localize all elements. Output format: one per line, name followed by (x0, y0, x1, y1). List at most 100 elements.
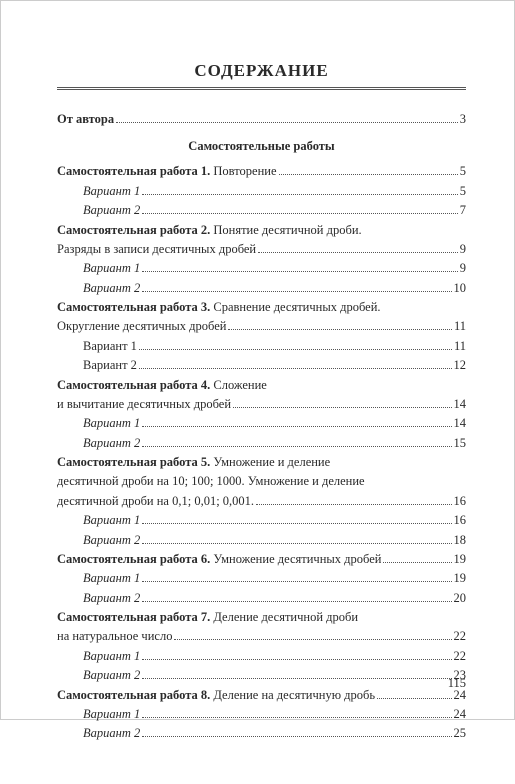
toc-dots (142, 213, 458, 214)
toc-dots (139, 368, 452, 369)
toc-dots (142, 736, 451, 737)
toc-variant: Вариант 1 9 (57, 259, 466, 278)
toc-label: Вариант 2 (83, 724, 140, 743)
toc-page-number: 19 (454, 569, 467, 588)
toc-page-number: 9 (460, 240, 466, 259)
toc-page-number: 16 (454, 511, 467, 530)
toc-page-number: 20 (454, 589, 467, 608)
toc-continuation: Самостоятельная работа 2. Понятие десяти… (57, 221, 466, 240)
toc-body: От автора 3 Самостоятельные работы Самостоя… (57, 110, 466, 744)
toc-dots (142, 446, 451, 447)
toc-entry: Самостоятельная работа 8. Деление на дес… (57, 686, 466, 705)
toc-variant: Вариант 1 14 (57, 414, 466, 433)
toc-label: Вариант 1 (83, 511, 140, 530)
toc-dots (142, 426, 451, 427)
toc-dots (142, 523, 451, 524)
toc-dots (258, 252, 458, 253)
toc-continuation: Самостоятельная работа 3. Сравнение деся… (57, 298, 466, 317)
toc-dots (142, 678, 451, 679)
toc-page-number: 19 (454, 550, 467, 569)
toc-dots (142, 291, 451, 292)
toc-dots (142, 659, 451, 660)
toc-heading: СОДЕРЖАНИЕ (57, 61, 466, 81)
toc-entry: От автора 3 (57, 110, 466, 129)
toc-page-number: 14 (454, 414, 467, 433)
toc-entry: на натуральное число22 (57, 627, 466, 646)
toc-dots (142, 271, 458, 272)
toc-label: Вариант 2 (83, 531, 140, 550)
toc-page-number: 16 (454, 492, 467, 511)
toc-label: Вариант 2 (83, 434, 140, 453)
toc-variant: Вариант 111 (57, 337, 466, 356)
toc-entry: Самостоятельная работа 1. Повторение5 (57, 162, 466, 181)
toc-page-number: 14 (454, 395, 467, 414)
toc-label: и вычитание десятичных дробей (57, 395, 231, 414)
toc-page-number: 11 (454, 317, 466, 336)
toc-dots (142, 601, 451, 602)
toc-label: Самостоятельная работа 6. Умножение деся… (57, 550, 381, 569)
toc-entry: Округление десятичных дробей 11 (57, 317, 466, 336)
page-number: 115 (448, 676, 466, 691)
toc-variant: Вариант 15 (57, 182, 466, 201)
toc-page-number: 9 (460, 259, 466, 278)
toc-variant: Вариант 1 24 (57, 705, 466, 724)
toc-page-number: 22 (454, 647, 467, 666)
toc-dots (142, 581, 451, 582)
toc-page-number: 12 (454, 356, 467, 375)
toc-variant: Вариант 1 22 (57, 647, 466, 666)
section-header: Самостоятельные работы (57, 139, 466, 154)
toc-dots (383, 562, 451, 563)
toc-label: на натуральное число (57, 627, 172, 646)
toc-page-number: 10 (454, 279, 467, 298)
toc-dots (233, 407, 451, 408)
toc-label: Самостоятельная работа 8. Деление на дес… (57, 686, 375, 705)
toc-continuation: Самостоятельная работа 4. Сложение (57, 376, 466, 395)
toc-dots (279, 174, 458, 175)
toc-label: Вариант 2 (83, 356, 137, 375)
heading-rules (57, 87, 466, 90)
toc-label: От автора (57, 110, 114, 129)
toc-page-number: 11 (454, 337, 466, 356)
toc-variant: Вариант 2 10 (57, 279, 466, 298)
toc-variant: Вариант 223 (57, 666, 466, 685)
toc-dots (142, 194, 458, 195)
toc-dots (377, 698, 451, 699)
toc-page-number: 3 (460, 110, 466, 129)
toc-variant: Вариант 1 19 (57, 569, 466, 588)
toc-label: Разряды в записи десятичных дробей (57, 240, 256, 259)
toc-page-number: 24 (454, 705, 467, 724)
toc-label: Самостоятельная работа 1. Повторение (57, 162, 277, 181)
toc-continuation: Самостоятельная работа 7. Деление десяти… (57, 608, 466, 627)
toc-entry: и вычитание десятичных дробей 14 (57, 395, 466, 414)
toc-dots (142, 717, 451, 718)
toc-label: Вариант 1 (83, 259, 140, 278)
toc-label: Вариант 1 (83, 647, 140, 666)
toc-label: Вариант 1 (83, 569, 140, 588)
toc-dots (228, 329, 451, 330)
toc-continuation: десятичной дроби на 10; 100; 1000. Умнож… (57, 472, 466, 491)
toc-label: Вариант 1 (83, 705, 140, 724)
toc-label: Вариант 2 (83, 279, 140, 298)
toc-dots (256, 504, 451, 505)
toc-page-number: 5 (460, 182, 466, 201)
toc-page-number: 7 (460, 201, 466, 220)
toc-continuation: Самостоятельная работа 5. Умножение и де… (57, 453, 466, 472)
toc-dots (174, 639, 451, 640)
toc-entry: Самостоятельная работа 6. Умножение деся… (57, 550, 466, 569)
toc-variant: Вариант 2 20 (57, 589, 466, 608)
toc-page-number: 15 (454, 434, 467, 453)
toc-label: десятичной дроби на 0,1; 0,01; 0,001. (57, 492, 254, 511)
page-container: СОДЕРЖАНИЕ От автора 3 Самостоятельные раб… (1, 1, 514, 784)
toc-label: Вариант 2 (83, 666, 140, 685)
toc-page-number: 25 (454, 724, 467, 743)
toc-variant: Вариант 2 25 (57, 724, 466, 743)
toc-label: Вариант 2 (83, 589, 140, 608)
toc-label: Округление десятичных дробей (57, 317, 226, 336)
toc-page-number: 18 (454, 531, 467, 550)
toc-label: Вариант 1 (83, 414, 140, 433)
toc-entry: Разряды в записи десятичных дробей 9 (57, 240, 466, 259)
toc-dots (139, 349, 452, 350)
toc-dots (142, 543, 451, 544)
toc-dots (116, 122, 458, 123)
toc-variant: Вариант 1 16 (57, 511, 466, 530)
